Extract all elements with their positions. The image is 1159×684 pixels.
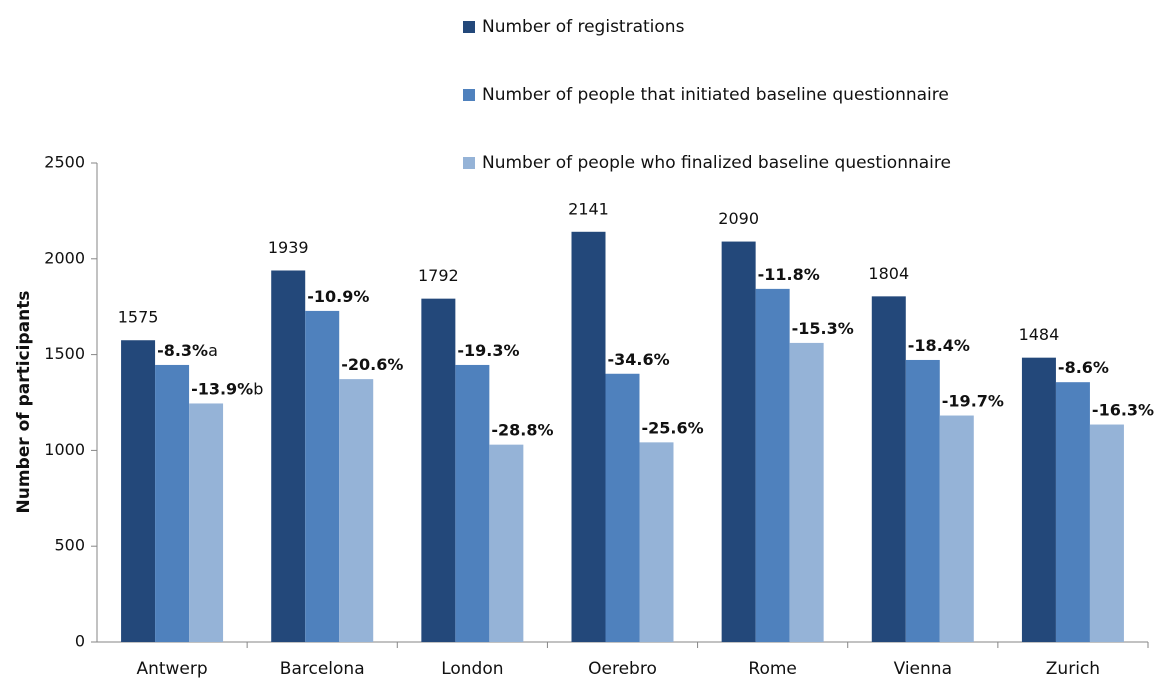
bar — [155, 364, 190, 642]
change-value: -11.8% — [758, 264, 820, 283]
change-value: -18.4% — [908, 335, 970, 354]
value-label: 1804 — [868, 264, 909, 283]
change-label: -28.8% — [491, 420, 553, 439]
bar — [789, 342, 824, 642]
bar — [421, 298, 456, 642]
change-value: -19.3% — [457, 340, 519, 359]
x-tick-label: Rome — [748, 659, 796, 679]
y-tick-label: 1500 — [44, 344, 85, 363]
legend-swatch — [463, 89, 475, 101]
change-label: -8.6% — [1058, 358, 1109, 377]
y-tick-label: 2000 — [44, 248, 85, 267]
bar — [121, 340, 156, 642]
change-label: -34.6% — [608, 349, 670, 368]
bar — [755, 288, 790, 642]
y-tick-label: 1000 — [44, 440, 85, 459]
legend-label: Number of people who finalized baseline … — [482, 153, 951, 173]
bar — [305, 310, 340, 642]
change-label: -16.3% — [1092, 400, 1154, 419]
change-value: -20.6% — [341, 355, 403, 374]
change-value: -8.6% — [1058, 358, 1109, 377]
x-tick-label: London — [441, 659, 503, 679]
x-tick-label: Oerebro — [588, 659, 657, 679]
value-label: 2141 — [568, 199, 609, 218]
change-label: -15.3% — [792, 318, 854, 337]
change-note: b — [253, 379, 263, 398]
y-tick-label: 500 — [54, 536, 85, 555]
legend-swatch — [463, 157, 475, 169]
change-label: -13.9%b — [191, 379, 263, 398]
change-value: -34.6% — [608, 349, 670, 368]
y-tick-label: 0 — [75, 632, 85, 651]
bar — [939, 415, 974, 642]
change-label: -19.3% — [457, 340, 519, 359]
bar — [571, 231, 606, 642]
change-value: -15.3% — [792, 318, 854, 337]
bar — [721, 241, 756, 642]
bar — [489, 444, 524, 642]
x-tick-label: Vienna — [894, 659, 952, 679]
change-value: -28.8% — [491, 420, 553, 439]
value-label: 1939 — [268, 238, 309, 257]
x-tick-label: Barcelona — [280, 659, 365, 679]
change-note: a — [208, 340, 218, 359]
change-label: -18.4% — [908, 335, 970, 354]
x-tick-label: Antwerp — [136, 659, 207, 679]
value-label: 1575 — [118, 308, 159, 327]
change-value: -19.7% — [942, 391, 1004, 410]
bar — [1055, 382, 1090, 642]
legend-label: Number of registrations — [482, 17, 685, 37]
change-label: -11.8% — [758, 264, 820, 283]
change-value: -8.3% — [157, 340, 208, 359]
bar — [639, 442, 674, 642]
bar — [905, 359, 940, 642]
bar — [455, 364, 490, 642]
value-label: 1484 — [1019, 325, 1060, 344]
change-label: -20.6% — [341, 355, 403, 374]
bar — [339, 379, 374, 642]
legend-label: Number of people that initiated baseline… — [482, 85, 949, 105]
change-label: -8.3%a — [157, 340, 218, 359]
change-value: -16.3% — [1092, 400, 1154, 419]
bar — [1021, 357, 1056, 642]
change-value: -13.9% — [191, 379, 253, 398]
bar — [189, 403, 224, 642]
bar — [871, 296, 906, 642]
change-label: -25.6% — [642, 418, 704, 437]
x-tick-label: Zurich — [1046, 659, 1100, 679]
y-axis-title: Number of participants — [14, 291, 34, 514]
y-tick-label: 2500 — [44, 153, 85, 172]
change-label: -10.9% — [307, 286, 369, 305]
value-label: 1792 — [418, 266, 459, 285]
change-value: -10.9% — [307, 286, 369, 305]
bar — [1089, 424, 1124, 642]
bar — [271, 270, 306, 642]
change-label: -19.7% — [942, 391, 1004, 410]
value-label: 2090 — [718, 209, 759, 228]
bar — [605, 373, 640, 642]
legend-swatch — [463, 21, 475, 33]
change-value: -25.6% — [642, 418, 704, 437]
